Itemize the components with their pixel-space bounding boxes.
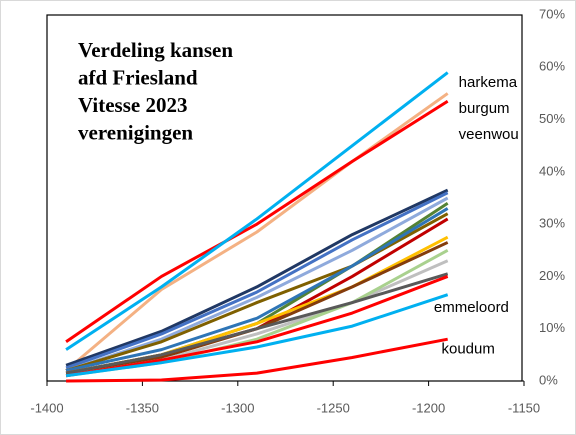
y-tick-label: 50% <box>539 111 565 126</box>
series-line <box>65 293 449 378</box>
title-line: Vitesse 2023 <box>78 93 187 117</box>
y-tick-label: 10% <box>539 320 565 335</box>
x-tick-label: -1300 <box>221 400 254 415</box>
y-tick-label: 0% <box>539 372 558 387</box>
series-line <box>65 191 449 370</box>
series-line <box>65 71 449 351</box>
x-tick-label: -1400 <box>30 400 63 415</box>
x-tick-label: -1250 <box>317 400 350 415</box>
y-tick-label: 70% <box>539 6 565 21</box>
annotation: koudum <box>442 341 495 358</box>
y-tick-label: 20% <box>539 268 565 283</box>
x-tick-label: -1200 <box>412 400 445 415</box>
series-line <box>65 272 449 375</box>
series-line <box>65 275 449 378</box>
title: Verdeling kansen afd Friesland Vitesse 202… <box>78 38 233 145</box>
annotation: veenwou <box>459 126 519 143</box>
title-line: afd Friesland <box>78 65 198 89</box>
annotation: emmeloord <box>434 299 509 316</box>
annotation: harkema <box>459 74 518 91</box>
series-line <box>66 337 448 383</box>
y-tick-label: 30% <box>539 216 565 231</box>
series-line <box>65 207 449 373</box>
series-line <box>65 188 449 367</box>
series-line <box>65 92 449 372</box>
x-tick-label: -1350 <box>126 400 159 415</box>
series-line <box>65 100 449 344</box>
title-line: verenigingen <box>78 120 193 144</box>
title-line: Verdeling kansen <box>78 38 233 62</box>
y-tick-label: 40% <box>539 163 565 178</box>
annotation: burgum <box>459 100 510 117</box>
y-tick-label: 60% <box>539 59 565 74</box>
x-tick-label: -1150 <box>508 400 540 415</box>
series-line <box>65 196 449 372</box>
